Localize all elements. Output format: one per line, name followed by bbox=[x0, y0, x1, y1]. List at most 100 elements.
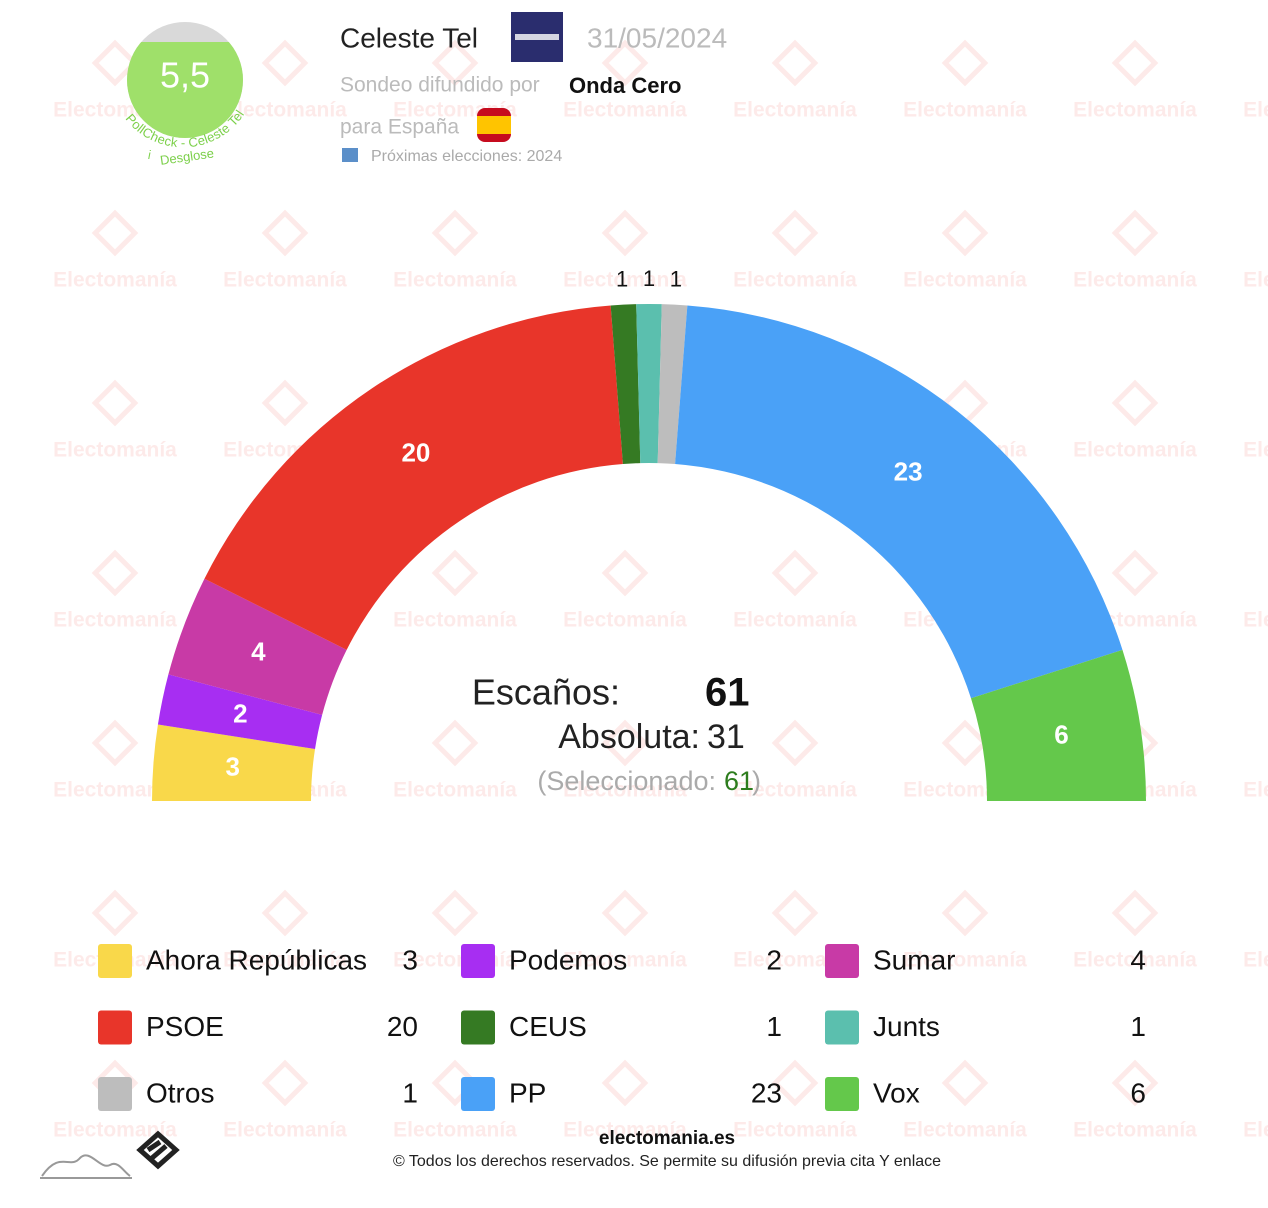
legend-value: 4 bbox=[1130, 944, 1146, 975]
seat-label: 2 bbox=[233, 698, 247, 728]
legend-icon bbox=[461, 1077, 495, 1111]
watermark-icon bbox=[261, 889, 309, 937]
copyright: © Todos los derechos reservados. Se perm… bbox=[393, 1153, 941, 1170]
majority: 31 bbox=[707, 718, 745, 756]
watermark-icon bbox=[771, 1059, 819, 1107]
watermark-icon bbox=[1111, 1059, 1159, 1107]
seat-label: 1 bbox=[643, 266, 655, 291]
watermark: Electomanía bbox=[53, 609, 177, 632]
legend-value: 2 bbox=[766, 944, 782, 975]
region: para España bbox=[340, 116, 459, 139]
watermark-icon bbox=[771, 39, 819, 87]
seat-segment bbox=[204, 305, 623, 650]
legend-icon bbox=[98, 944, 132, 978]
seat-segment bbox=[157, 674, 323, 749]
legend-label: Sumar bbox=[873, 944, 955, 975]
watermark-icon bbox=[91, 39, 139, 87]
next-elections: Próximas elecciones: 2024 bbox=[371, 148, 562, 165]
watermark-icon bbox=[941, 1059, 989, 1107]
watermark-icon bbox=[601, 1059, 649, 1107]
watermark-icon bbox=[91, 549, 139, 597]
watermark-icon bbox=[261, 1059, 309, 1107]
watermark-icon bbox=[431, 209, 479, 257]
watermark: Electomanía bbox=[563, 779, 687, 802]
watermark-icon bbox=[91, 719, 139, 767]
seat-segment bbox=[610, 304, 641, 465]
ballot-icon bbox=[342, 148, 358, 162]
watermark: Electomanía bbox=[563, 269, 687, 292]
watermark-icon bbox=[601, 39, 649, 87]
selected: 61 bbox=[724, 766, 754, 796]
legend-value: 6 bbox=[1130, 1077, 1146, 1108]
legend-icon bbox=[825, 944, 859, 978]
legend-icon bbox=[98, 1010, 132, 1045]
watermark: Electomanía bbox=[1073, 949, 1197, 972]
rating-gauge bbox=[127, 22, 243, 138]
watermark: Electomanía bbox=[733, 269, 857, 292]
watermark-icon bbox=[261, 379, 309, 427]
watermark: Electomanía bbox=[223, 99, 347, 122]
watermark-icon bbox=[601, 719, 649, 767]
watermark: Electomanía bbox=[1073, 439, 1197, 462]
seat-segment bbox=[675, 305, 1123, 699]
watermark-icon bbox=[91, 379, 139, 427]
seat-label: 23 bbox=[894, 457, 923, 487]
watermark: Electomanía bbox=[1243, 439, 1268, 462]
watermark-icon bbox=[601, 889, 649, 937]
legend-label: PP bbox=[509, 1077, 546, 1108]
legend-label: CEUS bbox=[509, 1011, 587, 1042]
legend-label: Junts bbox=[873, 1011, 940, 1042]
total: 61 bbox=[705, 671, 750, 715]
legend-icon bbox=[98, 1077, 132, 1111]
seat-label: 4 bbox=[251, 637, 266, 667]
watermark-icon bbox=[91, 889, 139, 937]
watermark: Electomanía bbox=[903, 99, 1027, 122]
watermark-icon bbox=[91, 209, 139, 257]
legend-value: 20 bbox=[387, 1011, 418, 1042]
gauge-fill bbox=[127, 42, 243, 138]
legend-value: 1 bbox=[402, 1077, 418, 1108]
seat-label: 1 bbox=[670, 267, 682, 292]
watermark: Electomanía bbox=[903, 1119, 1027, 1142]
legend: Ahora Repúblicas 3 Podemos 2 Sumar 4 PSOE 20 CEU… bbox=[98, 944, 1146, 1111]
seat-segment bbox=[970, 649, 1146, 801]
watermark: Electomanía bbox=[1243, 779, 1268, 802]
info-icon: i bbox=[148, 148, 151, 162]
rating-value: 5,5 bbox=[160, 55, 210, 96]
watermark: Electomanía bbox=[1243, 269, 1268, 292]
pollster: Celeste Tel bbox=[340, 22, 478, 53]
legend-icon bbox=[825, 1077, 859, 1111]
watermark-icon bbox=[1111, 889, 1159, 937]
watermark: Electomanía bbox=[733, 99, 857, 122]
watermark: Electomanía bbox=[223, 269, 347, 292]
watermark-icon bbox=[771, 889, 819, 937]
footer-graphic bbox=[40, 1154, 132, 1179]
watermark: Electomanía bbox=[1243, 99, 1268, 122]
majority-label: Absoluta: bbox=[558, 718, 700, 756]
watermark-icon bbox=[1111, 39, 1159, 87]
breakdown-link[interactable]: Desglose bbox=[159, 145, 215, 167]
watermark: Electomanía bbox=[53, 1119, 177, 1142]
watermark-icon bbox=[941, 209, 989, 257]
legend-label: Ahora Repúblicas bbox=[146, 944, 367, 975]
legend-value: 1 bbox=[1130, 1011, 1146, 1042]
footer-logo bbox=[136, 1130, 180, 1170]
published-by: Sondeo difundido por bbox=[340, 74, 540, 97]
watermark: Electomanía bbox=[393, 269, 517, 292]
watermark: Electomanía bbox=[53, 439, 177, 462]
watermark: Electomanía bbox=[1073, 99, 1197, 122]
watermark-icon bbox=[941, 719, 989, 767]
seat-label: 3 bbox=[226, 752, 240, 782]
watermark: Electomanía bbox=[1243, 609, 1268, 632]
watermark: Electomanía bbox=[1243, 949, 1268, 972]
legend-icon bbox=[461, 944, 495, 978]
legend-label: Podemos bbox=[509, 944, 627, 975]
watermark: Electomanía bbox=[903, 269, 1027, 292]
total-label: Escaños: bbox=[472, 672, 620, 713]
watermark-icon bbox=[601, 209, 649, 257]
legend-value: 3 bbox=[402, 944, 418, 975]
media: Onda Cero bbox=[569, 73, 681, 98]
